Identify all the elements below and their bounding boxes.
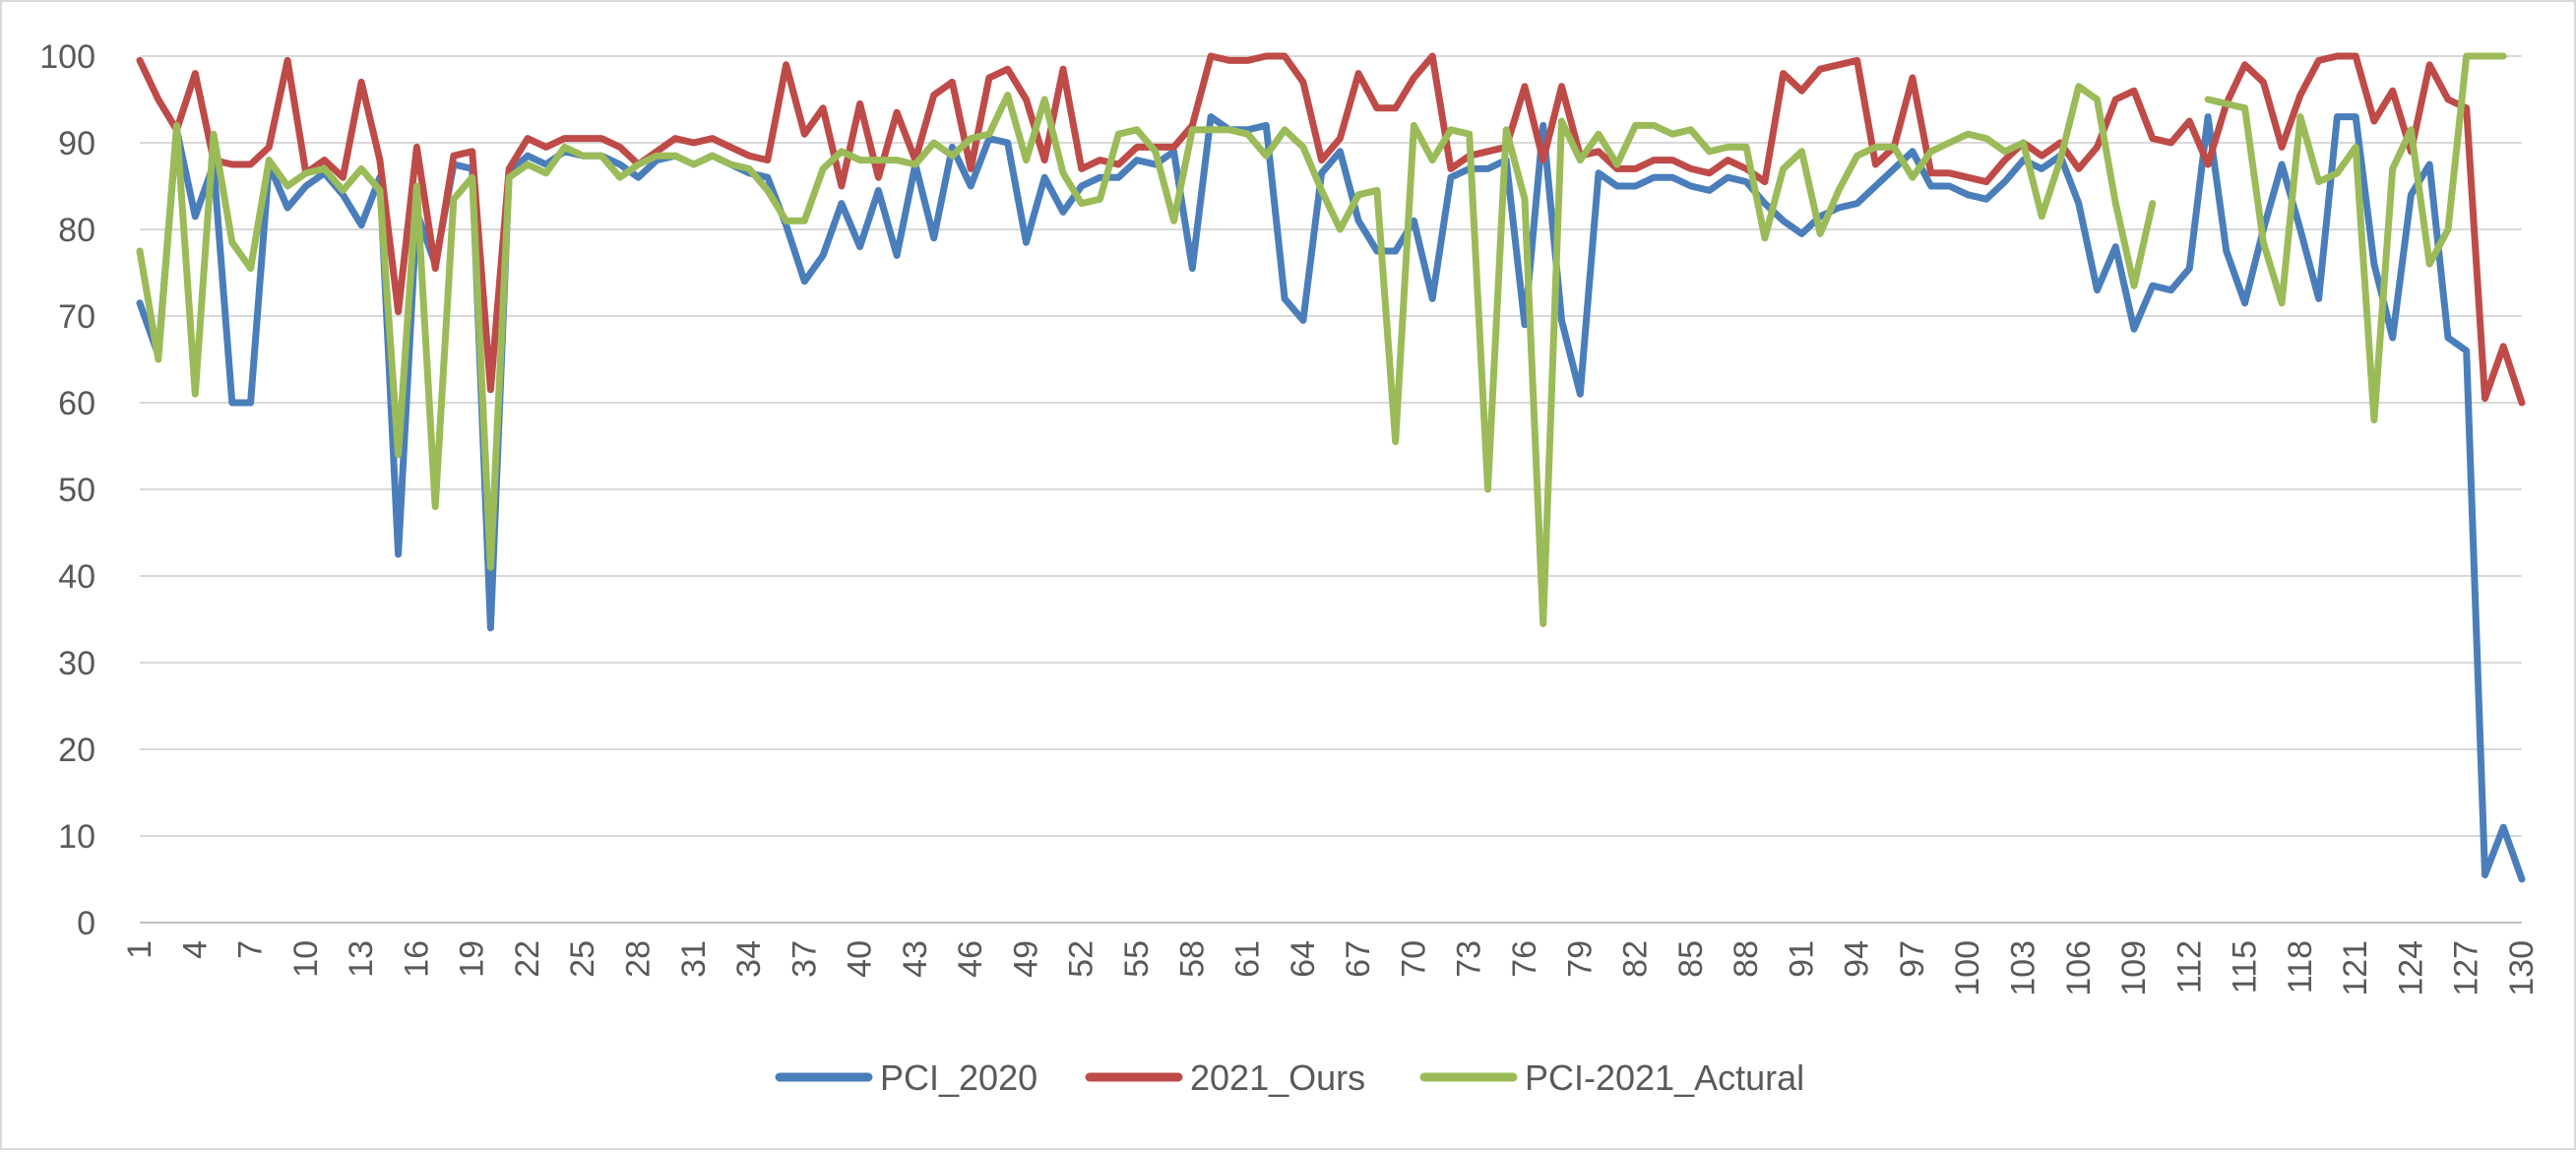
- y-tick-label: 70: [58, 298, 95, 336]
- x-tick-label: 40: [842, 940, 879, 978]
- legend: PCI_2020 2021_Ours PCI-2021_Actural: [775, 1057, 1804, 1098]
- x-tick-label: 115: [2227, 940, 2264, 993]
- x-tick-label: 85: [1672, 940, 1710, 978]
- x-tick-label: 58: [1173, 940, 1211, 978]
- x-tick-label: 70: [1395, 940, 1432, 978]
- y-tick-label: 50: [58, 472, 95, 509]
- x-tick-label: 61: [1229, 940, 1267, 978]
- x-axis-ticks: 1 4 7 10 13 16 19 22 25 28 31 34 37 40 43 46 49 52 55 58 61 6…: [121, 940, 2541, 996]
- series-line-PCI-2021_Actural: [136, 52, 2507, 627]
- x-tick-label: 88: [1728, 940, 1765, 978]
- x-tick-label: 43: [897, 940, 934, 978]
- x-tick-label: 46: [952, 940, 989, 978]
- x-tick-label: 52: [1063, 940, 1100, 978]
- x-tick-label: 130: [2503, 940, 2541, 996]
- x-tick-label: 73: [1451, 940, 1488, 978]
- x-tick-label: 100: [1949, 940, 1986, 996]
- y-tick-label: 10: [58, 818, 95, 856]
- series-lines: [136, 52, 2526, 883]
- x-tick-label: 103: [2004, 940, 2042, 996]
- x-tick-label: 91: [1783, 940, 1820, 978]
- x-tick-label: 10: [287, 940, 325, 978]
- y-tick-label: 30: [58, 645, 95, 682]
- y-axis-ticks: 0 10 20 30 40 50 60 70 80 90 100: [39, 38, 95, 942]
- x-tick-label: 82: [1617, 940, 1655, 978]
- legend-label: PCI_2020: [880, 1057, 1037, 1098]
- gridlines: [140, 55, 2522, 837]
- x-tick-label: 7: [232, 940, 270, 959]
- x-tick-label: 4: [176, 940, 214, 959]
- legend-item: PCI_2020: [775, 1057, 1037, 1098]
- x-tick-label: 124: [2392, 940, 2429, 996]
- x-tick-label: 25: [564, 940, 601, 978]
- x-tick-label: 112: [2170, 940, 2208, 993]
- x-tick-label: 64: [1285, 940, 1322, 978]
- legend-item: 2021_Ours: [1085, 1057, 1365, 1098]
- legend-item: PCI-2021_Actural: [1419, 1057, 1804, 1098]
- series-line-PCI_2020: [136, 113, 2526, 883]
- x-tick-label: 127: [2448, 940, 2485, 996]
- x-tick-label: 109: [2115, 940, 2153, 996]
- x-tick-label: 94: [1839, 940, 1876, 978]
- y-tick-label: 90: [58, 125, 95, 162]
- x-tick-label: 106: [2060, 940, 2098, 996]
- y-tick-label: 80: [58, 212, 95, 249]
- x-tick-label: 55: [1118, 940, 1156, 978]
- x-tick-label: 19: [454, 940, 491, 978]
- legend-label: 2021_Ours: [1190, 1057, 1365, 1098]
- x-tick-label: 34: [730, 940, 768, 978]
- x-tick-label: 49: [1007, 940, 1044, 978]
- x-tick-label: 31: [675, 940, 713, 978]
- x-tick-label: 1: [121, 940, 158, 959]
- legend-label: PCI-2021_Actural: [1525, 1057, 1804, 1098]
- y-tick-label: 20: [58, 732, 95, 769]
- y-tick-label: 60: [58, 385, 95, 422]
- x-tick-label: 13: [343, 940, 380, 978]
- x-tick-label: 16: [398, 940, 435, 978]
- x-tick-label: 118: [2282, 940, 2319, 993]
- x-tick-label: 76: [1506, 940, 1543, 978]
- x-tick-label: 37: [785, 940, 823, 978]
- x-tick-label: 79: [1561, 940, 1599, 978]
- y-tick-label: 0: [77, 905, 95, 942]
- x-tick-label: 67: [1340, 940, 1377, 978]
- series-line-2021_Ours: [136, 52, 2526, 407]
- x-tick-label: 28: [620, 940, 658, 978]
- x-tick-label: 121: [2337, 940, 2374, 996]
- x-tick-label: 97: [1894, 940, 1931, 978]
- y-tick-label: 40: [58, 558, 95, 596]
- y-tick-label: 100: [39, 38, 95, 76]
- x-tick-label: 22: [509, 940, 546, 978]
